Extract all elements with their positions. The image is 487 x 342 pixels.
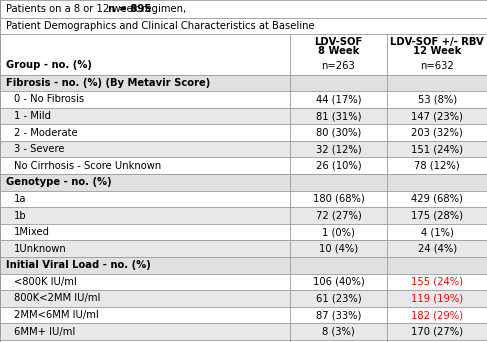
Bar bbox=[0, 323, 487, 340]
Text: 0 - No Fibrosis: 0 - No Fibrosis bbox=[14, 94, 84, 104]
Text: Genotype - no. (%): Genotype - no. (%) bbox=[6, 177, 112, 187]
Bar bbox=[0, 141, 487, 157]
Text: 8 (3%): 8 (3%) bbox=[322, 327, 355, 337]
Bar bbox=[0, 124, 487, 141]
Bar bbox=[0, 307, 487, 323]
Text: 61 (23%): 61 (23%) bbox=[316, 293, 361, 303]
Text: LDV-SOF: LDV-SOF bbox=[314, 37, 363, 47]
Bar bbox=[0, 257, 487, 274]
Text: 170 (27%): 170 (27%) bbox=[411, 327, 463, 337]
Bar bbox=[0, 34, 487, 75]
Text: 2MM<6MM IU/ml: 2MM<6MM IU/ml bbox=[14, 310, 98, 320]
Text: 72 (27%): 72 (27%) bbox=[316, 211, 361, 221]
Bar bbox=[0, 224, 487, 240]
Text: Group - no. (%): Group - no. (%) bbox=[6, 61, 92, 70]
Text: 53 (8%): 53 (8%) bbox=[417, 94, 457, 104]
Text: 147 (23%): 147 (23%) bbox=[411, 111, 463, 121]
Text: 4 (1%): 4 (1%) bbox=[421, 227, 453, 237]
Text: Initial Viral Load - no. (%): Initial Viral Load - no. (%) bbox=[6, 260, 150, 270]
Text: 12 Week: 12 Week bbox=[413, 46, 461, 56]
Bar bbox=[0, 75, 487, 91]
Bar bbox=[0, 274, 487, 290]
Bar bbox=[0, 91, 487, 108]
Text: 80 (30%): 80 (30%) bbox=[316, 128, 361, 137]
Text: 180 (68%): 180 (68%) bbox=[313, 194, 364, 204]
Text: 119 (19%): 119 (19%) bbox=[411, 293, 463, 303]
Text: Patients on a 8 or 12 week regimen,: Patients on a 8 or 12 week regimen, bbox=[6, 4, 189, 14]
Bar bbox=[0, 290, 487, 307]
Text: 78 (12%): 78 (12%) bbox=[414, 161, 460, 171]
Text: n = 895: n = 895 bbox=[109, 4, 151, 14]
Text: 87 (33%): 87 (33%) bbox=[316, 310, 361, 320]
Text: 44 (17%): 44 (17%) bbox=[316, 94, 361, 104]
Text: 3 - Severe: 3 - Severe bbox=[14, 144, 64, 154]
Text: 155 (24%): 155 (24%) bbox=[411, 277, 463, 287]
Text: <800K IU/ml: <800K IU/ml bbox=[14, 277, 76, 287]
Text: 106 (40%): 106 (40%) bbox=[313, 277, 364, 287]
Bar bbox=[0, 174, 487, 191]
Text: 151 (24%): 151 (24%) bbox=[411, 144, 463, 154]
Text: 1a: 1a bbox=[14, 194, 26, 204]
Text: LDV-SOF +/- RBV: LDV-SOF +/- RBV bbox=[390, 37, 484, 47]
Text: 81 (31%): 81 (31%) bbox=[316, 111, 361, 121]
Text: 6MM+ IU/ml: 6MM+ IU/ml bbox=[14, 327, 75, 337]
Text: 429 (68%): 429 (68%) bbox=[411, 194, 463, 204]
Text: 1 (0%): 1 (0%) bbox=[322, 227, 355, 237]
Text: 8 Week: 8 Week bbox=[318, 46, 359, 56]
Text: 175 (28%): 175 (28%) bbox=[411, 211, 463, 221]
Bar bbox=[0, 240, 487, 257]
Text: 24 (4%): 24 (4%) bbox=[417, 244, 457, 254]
Text: n=632: n=632 bbox=[420, 61, 454, 71]
Bar bbox=[0, 340, 487, 342]
Bar bbox=[0, 191, 487, 207]
Text: 1Unknown: 1Unknown bbox=[14, 244, 67, 254]
Text: Fibrosis - no. (%) (By Metavir Score): Fibrosis - no. (%) (By Metavir Score) bbox=[6, 78, 210, 88]
Text: Patient Demographics and Clinical Characteristics at Baseline: Patient Demographics and Clinical Charac… bbox=[6, 21, 315, 31]
Bar bbox=[0, 157, 487, 174]
Text: 1 - Mild: 1 - Mild bbox=[14, 111, 51, 121]
Text: 203 (32%): 203 (32%) bbox=[411, 128, 463, 137]
Bar bbox=[0, 207, 487, 224]
Text: 2 - Moderate: 2 - Moderate bbox=[14, 128, 77, 137]
Bar bbox=[0, 18, 487, 34]
Text: 1b: 1b bbox=[14, 211, 26, 221]
Bar bbox=[0, 0, 487, 18]
Text: 26 (10%): 26 (10%) bbox=[316, 161, 361, 171]
Text: 182 (29%): 182 (29%) bbox=[411, 310, 463, 320]
Text: No Cirrhosis - Score Unknown: No Cirrhosis - Score Unknown bbox=[14, 161, 161, 171]
Text: 10 (4%): 10 (4%) bbox=[319, 244, 358, 254]
Text: 32 (12%): 32 (12%) bbox=[316, 144, 361, 154]
Bar bbox=[0, 108, 487, 124]
Text: 1Mixed: 1Mixed bbox=[14, 227, 50, 237]
Text: n=263: n=263 bbox=[321, 61, 356, 71]
Text: 800K<2MM IU/ml: 800K<2MM IU/ml bbox=[14, 293, 100, 303]
